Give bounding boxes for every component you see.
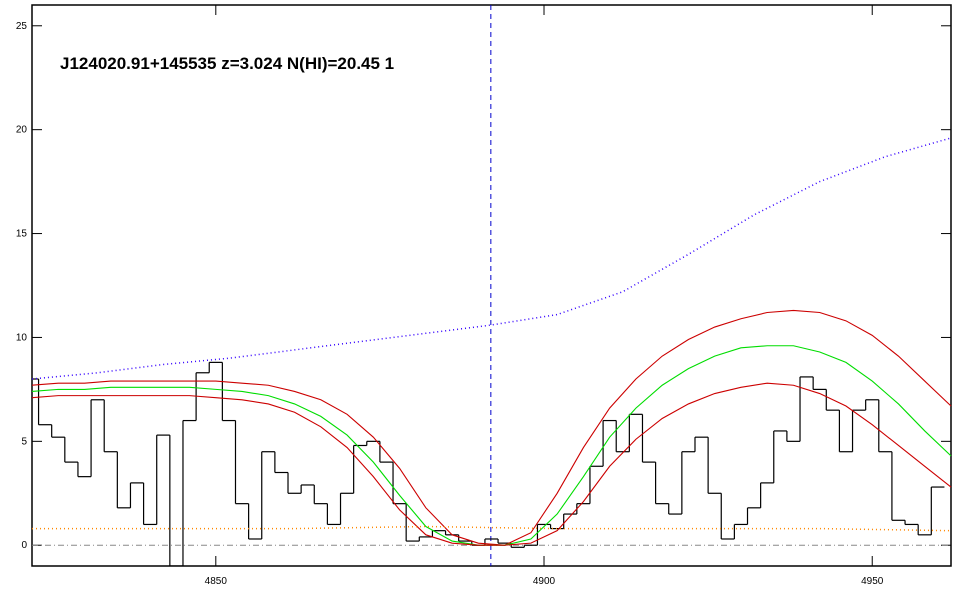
plot-frame: [31, 4, 952, 567]
chart-title: J124020.91+145535 z=3.024 N(HI)=20.45 1: [60, 54, 394, 73]
x-tick-label: 4850: [205, 576, 228, 587]
y-tick-label: 10: [16, 332, 28, 343]
step-riser: [37, 362, 932, 566]
y-tick-label: 25: [16, 21, 28, 32]
model-curve: [31, 382, 952, 546]
y-tick-label: 5: [21, 436, 27, 447]
y-tick-label: 0: [21, 540, 27, 551]
y-tick-label: 20: [16, 125, 28, 136]
x-tick-label: 4950: [861, 576, 884, 587]
x-tick-label: 4900: [533, 576, 556, 587]
model-curve: [31, 309, 952, 546]
dotted-curve: [31, 137, 952, 380]
y-tick-label: 15: [16, 229, 28, 240]
